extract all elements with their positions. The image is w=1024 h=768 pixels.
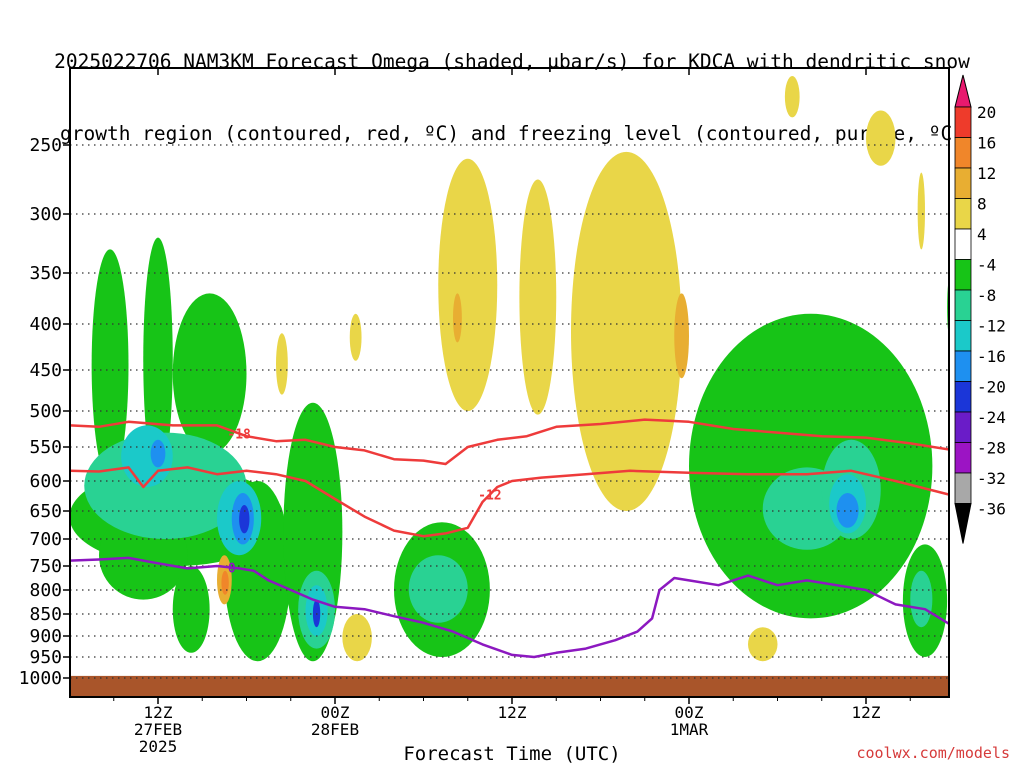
y-tick-label-500: 500: [29, 401, 62, 422]
x-tick-label-2-0: 12Z: [498, 703, 527, 722]
x-tick-label-0-0: 12Z: [144, 703, 173, 722]
site-credit: coolwx.com/models: [856, 744, 1010, 762]
colorbar-label-9: -20: [977, 378, 1006, 397]
x-tick-label-0-2: 2025: [139, 737, 178, 756]
omega-region-33: [342, 614, 372, 662]
pressure-gridlines: [70, 144, 949, 679]
colorbar-segment-5: [954, 228, 972, 260]
colorbar-segment-2: [954, 137, 972, 169]
omega-region-28: [519, 179, 557, 415]
colorbar-label-1: 16: [977, 134, 996, 153]
colorbar-label-12: -32: [977, 469, 1006, 488]
y-tick-label-700: 700: [29, 529, 62, 550]
y-tick-label-400: 400: [29, 314, 62, 335]
y-tick-label-650: 650: [29, 501, 62, 522]
omega-region-35: [349, 313, 362, 361]
y-tick-label-900: 900: [29, 626, 62, 647]
colorbar-segment-6: [954, 259, 972, 291]
contour-0: [70, 556, 949, 659]
y-tick-label-800: 800: [29, 580, 62, 601]
colorbar-label-11: -28: [977, 439, 1006, 458]
colorbar-segment-4: [954, 198, 972, 230]
colorbar-segment-13: [954, 472, 972, 504]
colorbar-label-3: 8: [977, 195, 987, 214]
colorbar-segment-12: [954, 442, 972, 474]
y-tick-label-350: 350: [29, 263, 62, 284]
colorbar-segment-3: [954, 167, 972, 199]
omega-region-29: [571, 151, 682, 511]
x-tick-label-4-0: 12Z: [852, 703, 881, 722]
colorbar-label-0: 20: [977, 103, 996, 122]
omega-region-30: [784, 76, 800, 118]
temperature-contours: -18 -12 0: [70, 418, 949, 659]
contour--18: [70, 418, 949, 466]
colorbar-label-8: -16: [977, 347, 1006, 366]
y-tick-label-950: 950: [29, 647, 62, 668]
x-tick-label-1-1: 28FEB: [311, 720, 359, 739]
y-tick-label-600: 600: [29, 471, 62, 492]
omega-region-39: [453, 293, 462, 343]
omega-region-31: [866, 110, 896, 166]
y-tick-label-550: 550: [29, 437, 62, 458]
omega-region-27: [438, 158, 498, 411]
colorbar-label-5: -4: [977, 256, 996, 275]
omega-region-13: [408, 555, 468, 623]
omega-region-40: [221, 570, 229, 595]
colorbar-top-arrow: [954, 74, 972, 108]
omega-region-25: [239, 505, 250, 534]
colorbar-segment-10: [954, 381, 972, 413]
colorbar-label-6: -8: [977, 286, 996, 305]
colorbar-label-7: -12: [977, 317, 1006, 336]
omega-region-9: [689, 313, 933, 619]
pressure-axis: 2503003504004505005506006507007508008509…: [19, 135, 70, 689]
x-tick-label-3-1: 1MAR: [670, 720, 709, 739]
contour--12: [70, 466, 949, 538]
y-tick-label-1000: 1000: [19, 668, 62, 689]
omega-region-2: [143, 237, 173, 481]
contour-label-0: 0: [228, 562, 236, 577]
omega-region-34: [748, 627, 778, 662]
colorbar-segment-1: [954, 106, 972, 138]
colorbar-segment-11: [954, 411, 972, 443]
colorbar-label-10: -24: [977, 408, 1006, 427]
y-tick-label-850: 850: [29, 604, 62, 625]
plot-frame: [69, 67, 950, 698]
omega-region-38: [674, 293, 689, 379]
colorbar-label-2: 12: [977, 164, 996, 183]
x-tick-label-1-0: 00Z: [321, 703, 350, 722]
omega-region-32: [917, 172, 925, 250]
omega-colorbar: 20 16 12 8 4 -4 -8 -12 -16 -20 -24 -28 -32 -36: [954, 74, 1006, 544]
omega-region-24: [836, 493, 859, 528]
omega-region-4: [172, 293, 247, 454]
omega-region-22: [150, 439, 166, 468]
omega-region-5: [172, 566, 210, 653]
contour-label--18: -18: [227, 428, 251, 443]
x-tick-label-3-0: 00Z: [675, 703, 704, 722]
x-tick-label-0-1: 27FEB: [134, 720, 182, 739]
omega-region-16: [910, 570, 933, 628]
colorbar-label-13: -36: [977, 500, 1006, 519]
ground-surface: [70, 675, 949, 697]
y-tick-label-450: 450: [29, 360, 62, 381]
colorbar-label-4: 4: [977, 225, 987, 244]
colorbar-segment-9: [954, 350, 972, 382]
x-axis-title: Forecast Time (UTC): [403, 743, 621, 765]
y-tick-label-250: 250: [29, 135, 62, 156]
y-tick-label-750: 750: [29, 556, 62, 577]
colorbar-segment-8: [954, 320, 972, 352]
omega-shading: [70, 76, 949, 697]
contour-label--12: -12: [478, 489, 501, 504]
y-tick-label-300: 300: [29, 204, 62, 225]
colorbar-bottom-arrow: [954, 503, 972, 544]
omega-region-36: [276, 333, 288, 395]
colorbar-segment-7: [954, 289, 972, 321]
